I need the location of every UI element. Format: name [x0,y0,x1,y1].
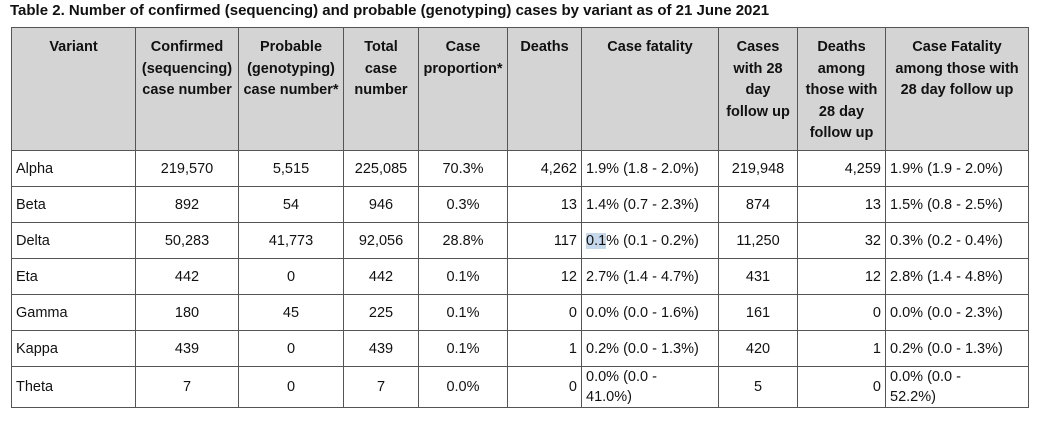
cell-confirmed: 892 [135,186,239,223]
cell-fatality-28day: 0.0% (0.0 - 52.2%) [885,366,1029,408]
cell-variant: Beta [11,186,136,223]
cell-fatality-28day-line2: 52.2%) [890,389,936,405]
cell-total: 225,085 [343,150,419,187]
cell-variant: Gamma [11,294,136,331]
header-probable: Probable (genotyping) case number* [238,27,344,151]
cell-total: 442 [343,258,419,295]
cell-cases-28day: 11,250 [718,222,798,259]
cell-deaths-28day: 12 [797,258,886,295]
cell-fatality[interactable]: 0.1% (0.1 - 0.2%) [581,222,719,259]
cell-probable: 0 [238,258,344,295]
cell-confirmed: 7 [135,366,239,408]
table-row: Eta 442 0 442 0.1% 12 2.7% (1.4 - 4.7%) … [11,258,1029,295]
cell-proportion: 0.1% [418,294,508,331]
cell-probable: 54 [238,186,344,223]
table-row: Gamma 180 45 225 0.1% 0 0.0% (0.0 - 1.6%… [11,294,1029,331]
cell-fatality-rest: % (0.1 - 0.2%) [606,232,699,249]
cell-fatality: 2.7% (1.4 - 4.7%) [581,258,719,295]
cell-cases-28day: 161 [718,294,798,331]
cell-cases-28day: 874 [718,186,798,223]
cell-total: 7 [343,366,419,408]
cell-probable: 41,773 [238,222,344,259]
cell-fatality: 1.4% (0.7 - 2.3%) [581,186,719,223]
cell-probable: 5,515 [238,150,344,187]
header-fatality: Case fatality [581,27,719,151]
cell-variant: Kappa [11,330,136,367]
header-deaths-28day: Deaths among those with 28 day follow up [797,27,886,151]
table-row: Theta 7 0 7 0.0% 0 0.0% (0.0 - 41.0%) 5 0… [11,366,1029,408]
cell-confirmed: 50,283 [135,222,239,259]
cell-fatality-28day: 2.8% (1.4 - 4.8%) [885,258,1029,295]
header-proportion: Case proportion* [418,27,508,151]
cell-deaths-28day: 0 [797,294,886,331]
table-row: Alpha 219,570 5,515 225,085 70.3% 4,262 … [11,150,1029,187]
cell-proportion: 0.1% [418,258,508,295]
header-fatality-28day: Case Fatality among those with 28 day fo… [885,27,1029,151]
cell-fatality-line1: 0.0% (0.0 - [586,369,657,385]
cell-probable: 0 [238,330,344,367]
cell-deaths-28day: 4,259 [797,150,886,187]
cell-deaths: 117 [507,222,582,259]
cell-cases-28day: 5 [718,366,798,408]
cell-proportion: 0.1% [418,330,508,367]
cell-cases-28day: 219,948 [718,150,798,187]
cell-total: 946 [343,186,419,223]
cell-total: 92,056 [343,222,419,259]
cell-proportion: 28.8% [418,222,508,259]
selected-text: 0.1 [586,232,607,249]
cell-deaths: 0 [507,366,582,408]
cell-total: 439 [343,330,419,367]
cell-fatality-28day-line1: 0.0% (0.0 - [890,369,961,385]
header-cases-28day: Cases with 28 day follow up [718,27,798,151]
cell-fatality-28day: 0.2% (0.0 - 1.3%) [885,330,1029,367]
header-row: Variant Confirmed (sequencing) case numb… [11,27,1029,151]
cell-variant: Eta [11,258,136,295]
header-total: Total case number [343,27,419,151]
cell-deaths: 13 [507,186,582,223]
header-confirmed: Confirmed (sequencing) case number [135,27,239,151]
cell-fatality: 0.0% (0.0 - 41.0%) [581,366,719,408]
cell-deaths-28day: 13 [797,186,886,223]
cell-fatality: 0.2% (0.0 - 1.3%) [581,330,719,367]
cell-variant: Theta [11,366,136,408]
cell-deaths: 0 [507,294,582,331]
cell-fatality-28day: 0.0% (0.0 - 2.3%) [885,294,1029,331]
cell-fatality: 0.0% (0.0 - 1.6%) [581,294,719,331]
table-row: Kappa 439 0 439 0.1% 1 0.2% (0.0 - 1.3%)… [11,330,1029,367]
cell-fatality-line2: 41.0%) [586,389,632,405]
cell-probable: 45 [238,294,344,331]
cell-fatality-28day: 1.5% (0.8 - 2.5%) [885,186,1029,223]
cell-fatality-28day: 1.9% (1.9 - 2.0%) [885,150,1029,187]
cell-variant: Alpha [11,150,136,187]
header-deaths: Deaths [507,27,582,151]
cell-confirmed: 219,570 [135,150,239,187]
cell-confirmed: 442 [135,258,239,295]
cell-proportion: 70.3% [418,150,508,187]
cell-cases-28day: 420 [718,330,798,367]
header-variant: Variant [11,27,136,151]
cell-deaths: 12 [507,258,582,295]
cell-proportion: 0.3% [418,186,508,223]
cell-variant: Delta [11,222,136,259]
table-row: Beta 892 54 946 0.3% 13 1.4% (0.7 - 2.3%… [11,186,1029,223]
cell-deaths: 4,262 [507,150,582,187]
cell-deaths: 1 [507,330,582,367]
cell-confirmed: 180 [135,294,239,331]
cell-confirmed: 439 [135,330,239,367]
cell-proportion: 0.0% [418,366,508,408]
cell-total: 225 [343,294,419,331]
table-caption: Table 2. Number of confirmed (sequencing… [10,2,770,19]
cell-cases-28day: 431 [718,258,798,295]
cell-deaths-28day: 0 [797,366,886,408]
cell-deaths-28day: 32 [797,222,886,259]
cell-fatality: 1.9% (1.8 - 2.0%) [581,150,719,187]
cell-fatality-28day: 0.3% (0.2 - 0.4%) [885,222,1029,259]
cell-probable: 0 [238,366,344,408]
cell-deaths-28day: 1 [797,330,886,367]
table-row: Delta 50,283 41,773 92,056 28.8% 117 0.1… [11,222,1029,259]
variant-cases-table: Variant Confirmed (sequencing) case numb… [11,27,1029,408]
